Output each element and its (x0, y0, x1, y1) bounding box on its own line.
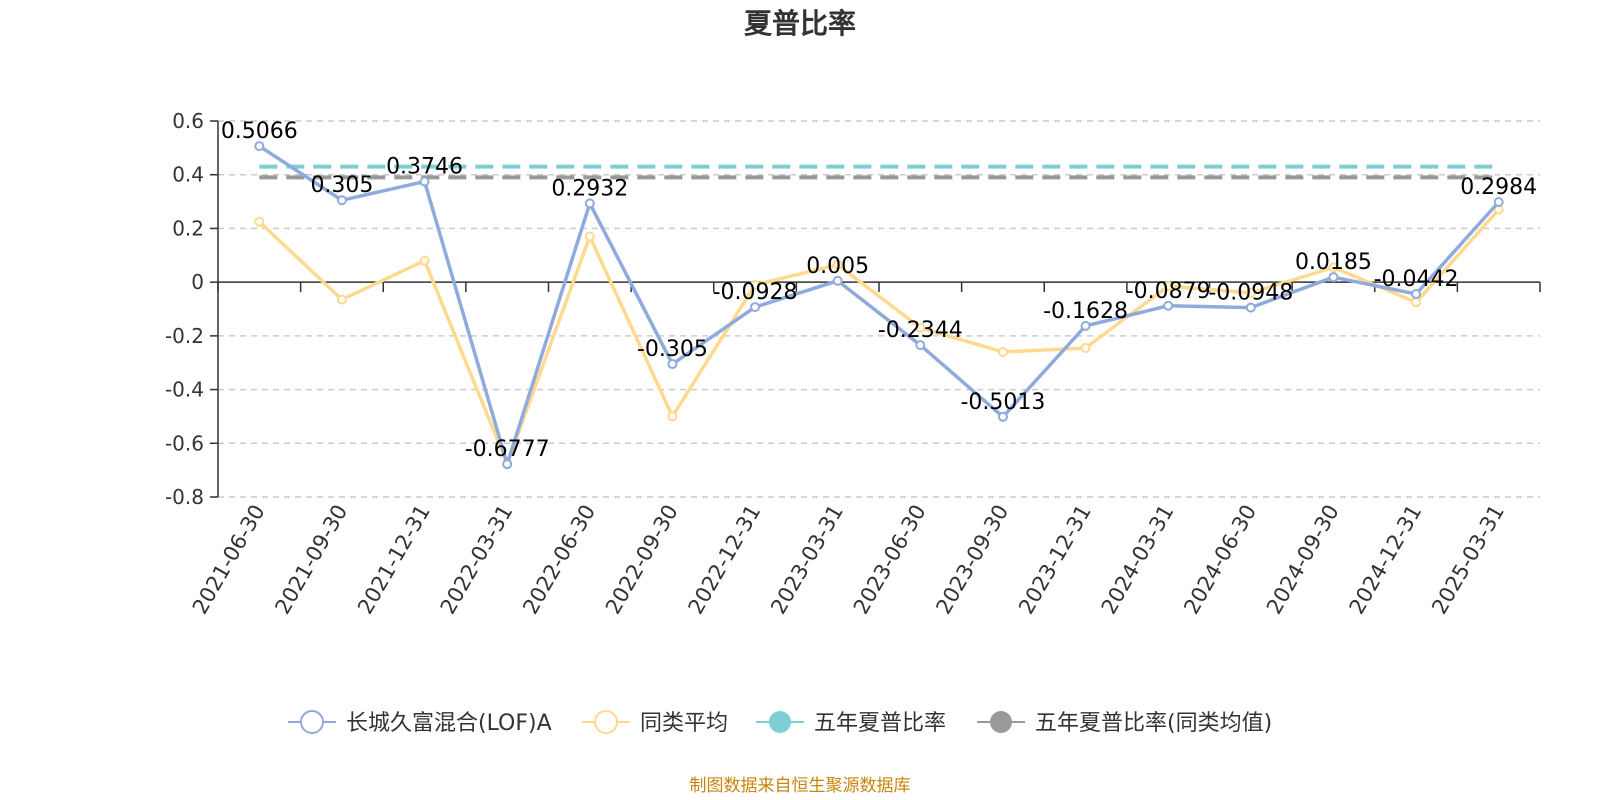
fund-point (832, 275, 843, 286)
legend-item[interactable]: 五年夏普比率 (756, 711, 946, 736)
data-label: 0.2932 (551, 176, 628, 201)
fund-point (997, 411, 1008, 422)
x-tick-label: 2024-06-30 (1179, 501, 1261, 619)
y-tick-label: -0.6 (165, 431, 204, 455)
legend-hollow-circle-icon (300, 710, 324, 734)
fund-point (584, 198, 595, 209)
data-label: -0.2344 (878, 318, 963, 343)
legend-label: 五年夏普比率 (814, 711, 946, 736)
legend-item[interactable]: 同类平均 (582, 710, 728, 736)
y-tick-label: -0.8 (165, 485, 204, 509)
peer-average-point (336, 294, 347, 305)
series-lines (254, 141, 1504, 470)
fund-line (258, 144, 1500, 466)
peer-average-point (832, 259, 843, 270)
y-tick-label: 0.6 (172, 109, 204, 133)
peer-average-point (667, 411, 678, 422)
data-label: 0.0185 (1295, 250, 1372, 275)
x-tick-label: 2021-12-31 (353, 501, 435, 619)
x-tick-label: 2024-12-31 (1345, 501, 1427, 619)
y-tick-label: 0.2 (172, 216, 204, 240)
legend-filled-circle-icon (769, 711, 791, 733)
peer-average-point (997, 346, 1008, 357)
fund-point (419, 176, 430, 187)
x-tick-label: 2022-06-30 (518, 501, 600, 619)
legend-filled-circle-icon (990, 711, 1012, 733)
x-tick-label: 2022-09-30 (601, 501, 683, 619)
fund-point (502, 459, 513, 470)
peer-average-point (1080, 342, 1091, 353)
legend-item[interactable]: 长城久富混合(LOF)A (288, 710, 552, 736)
fund-point (1245, 302, 1256, 313)
x-tick-label: 2023-12-31 (1014, 501, 1096, 619)
fund-point (667, 359, 678, 370)
data-label: -0.1628 (1043, 299, 1128, 324)
data-label: 0.3746 (386, 155, 463, 180)
fund-point (1080, 320, 1091, 331)
legend-label: 长城久富混合(LOF)A (346, 711, 552, 736)
data-label: -0.5013 (960, 390, 1045, 415)
x-tick-label: 2025-03-31 (1427, 501, 1509, 619)
fund-point (1411, 289, 1422, 300)
x-tick-label: 2021-09-30 (270, 501, 352, 619)
x-tick-label: 2021-06-30 (188, 501, 270, 619)
legend[interactable]: 长城久富混合(LOF)A 同类平均 五年夏普比率 五年夏普比率(同类均值) (288, 710, 1272, 736)
y-tick-label: 0 (191, 270, 204, 294)
data-label: 0.5066 (221, 119, 298, 144)
x-tick-label: 2024-09-30 (1262, 501, 1344, 619)
peer-average-line (258, 208, 1500, 466)
peer-average-point (1411, 297, 1422, 308)
peer-average-point (1163, 281, 1174, 292)
data-label: -0.0928 (713, 280, 798, 305)
legend-item[interactable]: 五年夏普比率(同类均值) (977, 711, 1272, 736)
peer-average-point (584, 231, 595, 242)
data-label: 0.305 (310, 173, 373, 198)
x-tick-label: 2023-03-31 (766, 501, 848, 619)
data-label: -0.0948 (1208, 281, 1293, 306)
legend-label: 同类平均 (640, 711, 728, 736)
x-tick-label: 2023-09-30 (931, 501, 1013, 619)
peer-average-point (915, 322, 926, 333)
fund-point (915, 340, 926, 351)
x-tick-label: 2023-06-30 (849, 501, 931, 619)
fund-point (336, 195, 347, 206)
x-tick-label: 2022-03-31 (436, 501, 518, 619)
fund-point (1163, 300, 1174, 311)
source-note: 制图数据来自恒生聚源数据库 (690, 776, 911, 796)
x-axis: 2021-06-30 2021-09-30 2021-12-31 2022-03-31… (188, 281, 1541, 619)
data-label: -0.0442 (1374, 267, 1459, 292)
data-label: -0.6777 (465, 437, 550, 462)
data-label: -0.0879 (1126, 279, 1211, 304)
data-label: 0.2984 (1460, 175, 1537, 200)
legend-label: 五年夏普比率(同类均值) (1035, 711, 1272, 736)
y-tick-label: 0.4 (172, 163, 204, 187)
peer-average-point (1245, 287, 1256, 298)
peer-average-point (1328, 262, 1339, 273)
legend-hollow-circle-icon (594, 710, 618, 734)
y-axis: 0.6 0.4 0.2 0 -0.2 -0.4 -0.6 -0.8 (165, 109, 219, 509)
data-label: -0.305 (637, 337, 708, 362)
x-tick-label: 2024-03-31 (1097, 501, 1179, 619)
peer-average-point (750, 279, 761, 290)
fund-point (750, 302, 761, 313)
data-labels: 0.5066 0.305 0.3746 -0.6777 0.2932 -0.305 -0.0… (221, 119, 1537, 462)
y-tick-label: -0.4 (165, 378, 204, 402)
reference-lines (259, 164, 1499, 180)
fund-point (1328, 272, 1339, 283)
x-tick-label: 2022-12-31 (684, 501, 766, 619)
y-tick-label: -0.2 (165, 324, 204, 348)
fund-point (1493, 197, 1504, 208)
fund-point (254, 141, 265, 152)
peer-average-point (419, 255, 430, 266)
peer-average-point (254, 216, 265, 227)
data-label: 0.005 (806, 254, 869, 279)
chart-title: 夏普比率 (744, 7, 856, 40)
